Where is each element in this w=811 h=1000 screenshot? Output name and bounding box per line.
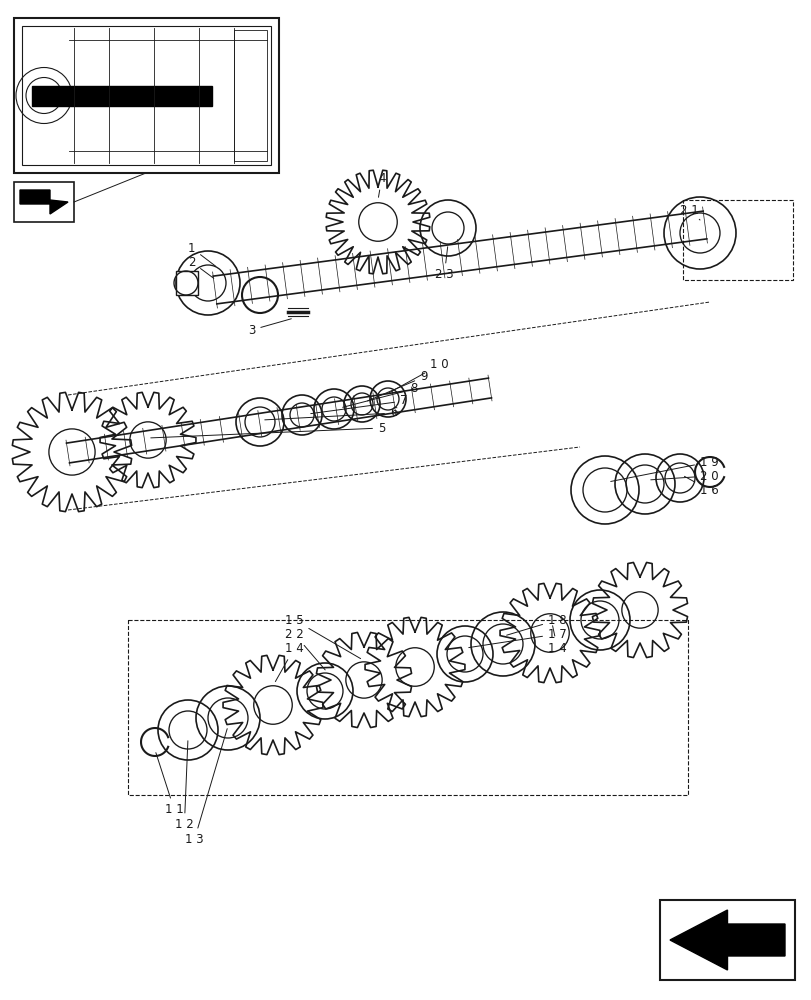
Text: 1 1: 1 1 xyxy=(156,753,183,816)
Text: 1 0: 1 0 xyxy=(387,359,448,394)
Bar xyxy=(14,18,279,173)
Text: 1 7: 1 7 xyxy=(468,628,566,648)
Text: 2 1: 2 1 xyxy=(679,204,699,220)
Text: 2 3: 2 3 xyxy=(435,247,453,282)
Text: 4: 4 xyxy=(378,172,385,197)
Text: 1 9: 1 9 xyxy=(610,456,718,481)
Text: 1 2: 1 2 xyxy=(175,741,194,831)
Text: 1 4: 1 4 xyxy=(275,642,303,682)
Text: 9: 9 xyxy=(367,370,427,401)
Text: 3: 3 xyxy=(247,319,291,336)
Polygon shape xyxy=(20,190,68,214)
Text: 6: 6 xyxy=(264,406,397,420)
Text: 7: 7 xyxy=(311,394,407,414)
Bar xyxy=(22,26,271,165)
Text: 2 0: 2 0 xyxy=(650,470,718,483)
Text: 2 2: 2 2 xyxy=(285,628,324,670)
Bar xyxy=(234,30,267,161)
Text: 8: 8 xyxy=(342,382,417,407)
Text: 1 4: 1 4 xyxy=(547,626,566,654)
Text: 5: 5 xyxy=(151,422,385,438)
Bar xyxy=(32,86,212,106)
Bar xyxy=(659,900,794,980)
Bar xyxy=(176,271,198,295)
Polygon shape xyxy=(669,910,784,970)
Bar xyxy=(682,200,792,280)
Text: 1 3: 1 3 xyxy=(185,729,227,846)
Text: 1 8: 1 8 xyxy=(506,613,566,635)
Text: 1 6: 1 6 xyxy=(684,476,718,496)
Bar xyxy=(128,620,687,795)
Bar xyxy=(14,182,74,222)
Text: 2: 2 xyxy=(188,255,213,278)
Text: 1 5: 1 5 xyxy=(285,613,360,659)
Text: 1: 1 xyxy=(188,241,216,266)
